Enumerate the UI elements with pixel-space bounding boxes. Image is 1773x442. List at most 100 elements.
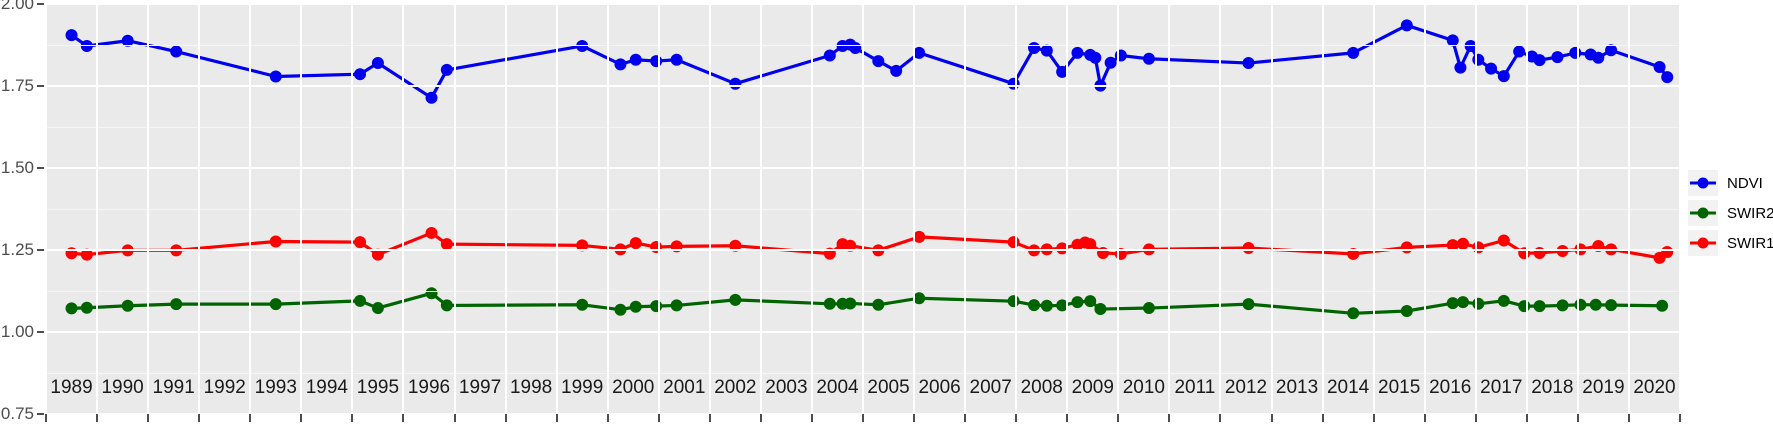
data-point-swir2[interactable] <box>1071 296 1084 309</box>
data-point-ndvi[interactable] <box>1464 39 1477 52</box>
data-point-ndvi[interactable] <box>1007 77 1020 90</box>
data-point-ndvi[interactable] <box>121 34 134 47</box>
data-point-swir2[interactable] <box>650 300 663 313</box>
data-point-swir2[interactable] <box>65 302 78 315</box>
data-point-ndvi[interactable] <box>170 45 183 58</box>
data-point-swir1[interactable] <box>354 236 367 249</box>
data-point-swir2[interactable] <box>371 302 384 315</box>
data-point-swir2[interactable] <box>1446 297 1459 310</box>
data-point-ndvi[interactable] <box>729 77 742 90</box>
legend-item-swir2[interactable]: SWIR2 <box>1688 198 1773 228</box>
data-point-swir1[interactable] <box>269 235 282 248</box>
data-point-ndvi[interactable] <box>1497 70 1510 83</box>
data-point-swir2[interactable] <box>913 292 926 305</box>
data-point-swir2[interactable] <box>170 298 183 311</box>
data-point-swir1[interactable] <box>650 241 663 254</box>
data-point-swir2[interactable] <box>440 299 453 312</box>
data-point-swir1[interactable] <box>1084 238 1097 251</box>
data-point-swir2[interactable] <box>670 299 683 312</box>
data-point-ndvi[interactable] <box>1592 51 1605 64</box>
data-point-ndvi[interactable] <box>1513 45 1526 58</box>
data-point-ndvi[interactable] <box>354 68 367 81</box>
data-point-swir1[interactable] <box>1661 245 1674 258</box>
data-point-swir1[interactable] <box>576 239 589 252</box>
data-point-swir2[interactable] <box>1556 299 1569 312</box>
data-point-swir2[interactable] <box>269 298 282 311</box>
data-point-ndvi[interactable] <box>670 53 683 66</box>
data-point-swir1[interactable] <box>629 237 642 250</box>
data-point-swir2[interactable] <box>1497 294 1510 307</box>
data-point-ndvi[interactable] <box>913 46 926 59</box>
data-point-ndvi[interactable] <box>1089 51 1102 64</box>
data-point-ndvi[interactable] <box>425 91 438 104</box>
data-point-swir2[interactable] <box>729 293 742 306</box>
data-point-ndvi[interactable] <box>1056 65 1069 78</box>
data-point-swir2[interactable] <box>1456 296 1469 309</box>
data-point-ndvi[interactable] <box>576 39 589 52</box>
data-point-swir2[interactable] <box>1518 300 1531 313</box>
data-point-swir1[interactable] <box>425 226 438 239</box>
data-point-swir1[interactable] <box>371 248 384 261</box>
data-point-swir2[interactable] <box>1040 299 1053 312</box>
data-point-ndvi[interactable] <box>1400 19 1413 32</box>
data-point-ndvi[interactable] <box>650 55 663 68</box>
data-point-ndvi[interactable] <box>1040 44 1053 57</box>
data-point-ndvi[interactable] <box>1605 44 1618 57</box>
data-point-swir1[interactable] <box>729 239 742 252</box>
data-point-swir1[interactable] <box>844 239 857 252</box>
data-point-ndvi[interactable] <box>269 70 282 83</box>
data-point-swir1[interactable] <box>1456 237 1469 250</box>
data-point-ndvi[interactable] <box>614 58 627 71</box>
data-point-swir2[interactable] <box>1605 299 1618 312</box>
data-point-swir2[interactable] <box>823 297 836 310</box>
data-point-swir2[interactable] <box>1533 300 1546 313</box>
data-point-ndvi[interactable] <box>823 49 836 62</box>
legend-item-ndvi[interactable]: NDVI <box>1688 168 1773 198</box>
data-point-swir1[interactable] <box>1242 242 1255 255</box>
data-point-swir1[interactable] <box>1497 234 1510 247</box>
data-point-swir2[interactable] <box>1028 299 1041 312</box>
data-point-swir2[interactable] <box>1589 298 1602 311</box>
data-point-swir1[interactable] <box>1007 236 1020 249</box>
data-point-ndvi[interactable] <box>1661 71 1674 84</box>
data-point-ndvi[interactable] <box>1551 51 1564 64</box>
data-point-swir2[interactable] <box>1007 295 1020 308</box>
data-point-swir2[interactable] <box>1084 295 1097 308</box>
data-point-swir2[interactable] <box>1656 299 1669 312</box>
data-point-swir2[interactable] <box>354 294 367 307</box>
data-point-ndvi[interactable] <box>440 63 453 76</box>
data-point-ndvi[interactable] <box>1533 54 1546 67</box>
data-point-swir1[interactable] <box>1446 239 1459 252</box>
data-point-ndvi[interactable] <box>1242 57 1255 70</box>
data-point-swir1[interactable] <box>1400 241 1413 254</box>
data-point-swir2[interactable] <box>844 297 857 310</box>
data-point-ndvi[interactable] <box>80 39 93 52</box>
data-point-swir2[interactable] <box>121 299 134 312</box>
data-point-ndvi[interactable] <box>1653 60 1666 73</box>
data-point-ndvi[interactable] <box>1142 52 1155 65</box>
data-point-ndvi[interactable] <box>1454 61 1467 74</box>
data-point-swir2[interactable] <box>1142 302 1155 315</box>
data-point-ndvi[interactable] <box>1446 34 1459 47</box>
data-point-swir1[interactable] <box>1056 242 1069 255</box>
data-point-swir2[interactable] <box>1242 298 1255 311</box>
data-point-ndvi[interactable] <box>65 29 78 42</box>
data-point-ndvi[interactable] <box>872 55 885 68</box>
data-point-swir2[interactable] <box>1347 307 1360 320</box>
data-point-swir2[interactable] <box>614 303 627 316</box>
data-point-swir1[interactable] <box>80 248 93 261</box>
data-point-ndvi[interactable] <box>890 64 903 77</box>
data-point-swir2[interactable] <box>1400 305 1413 318</box>
data-point-swir1[interactable] <box>913 230 926 243</box>
data-point-swir2[interactable] <box>425 287 438 300</box>
data-point-swir2[interactable] <box>1056 299 1069 312</box>
data-point-swir2[interactable] <box>80 301 93 314</box>
data-point-ndvi[interactable] <box>629 53 642 66</box>
data-point-swir2[interactable] <box>629 300 642 313</box>
legend-item-swir1[interactable]: SWIR1 <box>1688 228 1773 258</box>
data-point-swir2[interactable] <box>576 298 589 311</box>
data-point-swir2[interactable] <box>872 298 885 311</box>
data-point-ndvi[interactable] <box>1569 46 1582 59</box>
data-point-swir2[interactable] <box>1094 303 1107 316</box>
data-point-ndvi[interactable] <box>1347 46 1360 59</box>
